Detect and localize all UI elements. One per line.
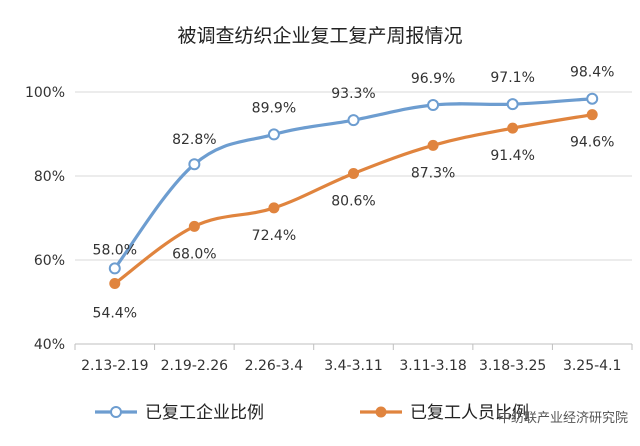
data-point-marker: [109, 278, 121, 290]
chart-title: 被调查纺织企业复工复产周报情况: [177, 25, 462, 47]
data-label: 91.4%: [490, 148, 534, 164]
data-label: 72.4%: [252, 228, 296, 244]
series-layer: 58.0% 82.8% 89.9% 93.3% 96.9% 97.1% 98.4% 54.4%…: [93, 65, 615, 322]
y-tick-label: 100%: [25, 85, 65, 101]
data-point-marker: [586, 109, 598, 121]
y-tick-label: 40%: [34, 337, 65, 353]
data-point-marker: [108, 262, 121, 275]
y-axis: 40% 60% 80% 100%: [25, 85, 65, 353]
legend-item: 已复工企业比例: [95, 403, 264, 423]
x-tick-label: 3.11-3.18: [399, 358, 466, 374]
data-point-marker: [507, 122, 519, 134]
data-label: 94.6%: [570, 135, 614, 151]
x-tick-label: 3.25-4.1: [563, 358, 622, 374]
series-worker-ratio: 54.4% 68.0% 72.4% 80.6% 87.3% 91.4% 94.6%: [93, 109, 614, 322]
data-label: 87.3%: [411, 165, 455, 181]
data-point-marker: [427, 99, 440, 112]
data-label: 54.4%: [93, 306, 137, 322]
series-enterprise-ratio: 58.0% 82.8% 89.9% 93.3% 96.9% 97.1% 98.4%: [93, 65, 614, 275]
data-label: 58.0%: [93, 242, 137, 258]
data-point-marker: [268, 202, 280, 214]
data-label: 80.6%: [331, 193, 375, 209]
data-point-marker: [188, 220, 200, 232]
data-point-marker: [188, 158, 201, 171]
x-tick-label: 2.26-3.4: [245, 358, 304, 374]
data-point-marker: [506, 98, 519, 111]
legend-swatch-marker: [375, 406, 387, 418]
x-tick-label: 2.19-2.26: [161, 358, 228, 374]
legend-swatch-marker: [110, 406, 122, 418]
data-point-marker: [347, 114, 360, 127]
data-label: 68.0%: [172, 246, 216, 262]
x-axis: 2.13-2.19 2.19-2.26 2.26-3.4 3.4-3.11 3.11-3…: [74, 343, 633, 374]
y-tick-label: 60%: [34, 253, 65, 269]
data-label: 89.9%: [252, 100, 296, 116]
legend-label: 已复工企业比例: [145, 403, 264, 423]
y-tick-label: 80%: [34, 169, 65, 185]
data-label: 82.8%: [172, 132, 216, 148]
data-point-marker: [267, 128, 280, 141]
legend-label: 已复工人员比例: [410, 403, 529, 423]
data-point-marker: [427, 139, 439, 151]
data-label: 93.3%: [331, 86, 375, 102]
data-point-marker: [586, 92, 599, 105]
legend: 已复工企业比例 已复工人员比例: [95, 403, 529, 423]
data-label: 97.1%: [490, 70, 534, 86]
x-tick-label: 3.4-3.11: [324, 358, 383, 374]
data-point-marker: [348, 167, 359, 179]
x-tick-label: 3.18-3.25: [479, 358, 546, 374]
data-label: 98.4%: [570, 65, 614, 81]
x-tick-label: 2.13-2.19: [81, 358, 148, 374]
data-label: 96.9%: [411, 71, 455, 87]
watermark-text: 中纺联产业经济研究院: [498, 411, 628, 426]
legend-item: 已复工人员比例: [360, 403, 529, 423]
